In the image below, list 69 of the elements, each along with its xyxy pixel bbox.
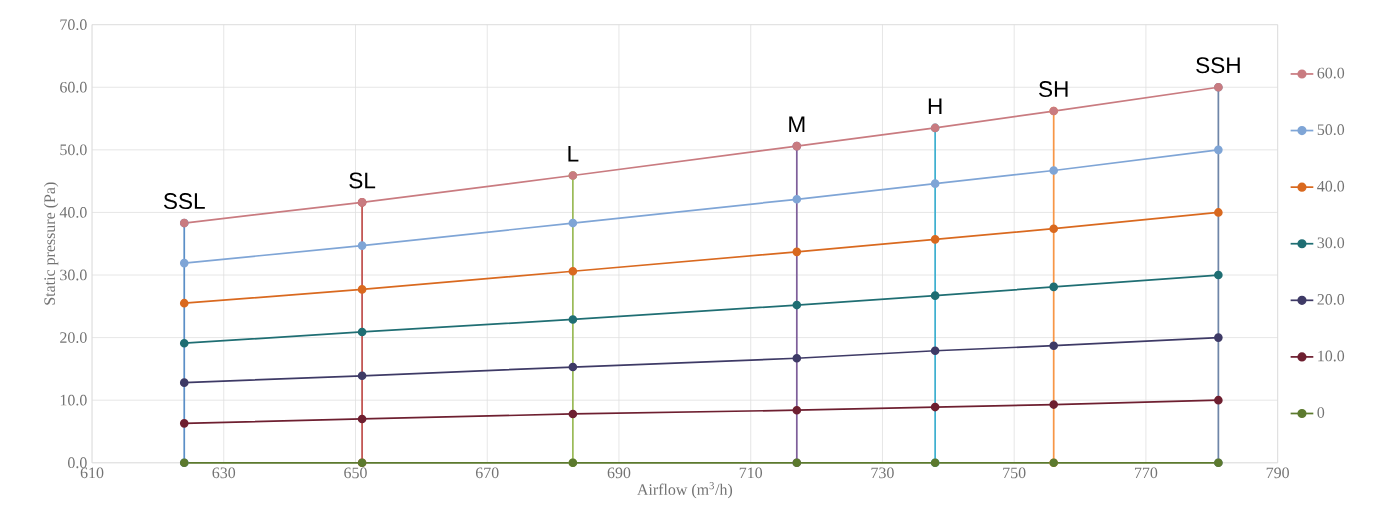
- point: [1049, 341, 1059, 350]
- point: [1214, 145, 1223, 154]
- x-tick-label: 710: [739, 467, 763, 478]
- point: [930, 179, 940, 188]
- x-tick-label: 670: [475, 467, 499, 478]
- point: [1049, 282, 1059, 292]
- x-tick-label: 790: [1266, 467, 1289, 478]
- legend-label: 20.0: [1317, 293, 1345, 305]
- point: [179, 258, 189, 268]
- legend-label: 40.0: [1317, 180, 1345, 192]
- point: [1214, 270, 1223, 280]
- annotation: SL: [349, 172, 376, 189]
- point: [930, 234, 940, 244]
- legend-label: 30.0: [1317, 237, 1345, 249]
- point: [1049, 165, 1059, 175]
- legend-label: 10.0: [1318, 350, 1345, 362]
- point: [930, 402, 940, 412]
- annotation: SH: [1039, 80, 1068, 97]
- point: [357, 284, 367, 294]
- point: [568, 362, 578, 372]
- annotation: SSL: [163, 192, 205, 209]
- x-tick-label: 770: [1134, 467, 1158, 478]
- point: [568, 409, 578, 419]
- y-tick-label: 30.0: [60, 269, 87, 281]
- point: [357, 241, 367, 250]
- point: [179, 298, 189, 308]
- annotation: M: [789, 116, 805, 132]
- y-tick-label: 60.0: [60, 81, 87, 93]
- point: [792, 247, 802, 256]
- y-tick-label: 0.0: [68, 457, 87, 468]
- point: [179, 338, 189, 348]
- point: [357, 371, 367, 380]
- x-tick-label: 730: [871, 467, 894, 478]
- point: [792, 300, 802, 310]
- point: [792, 353, 802, 363]
- y-tick-label: 50.0: [60, 144, 87, 156]
- point: [1049, 224, 1059, 233]
- y-tick-label: 20.0: [60, 331, 87, 343]
- point: [357, 414, 367, 424]
- point: [568, 314, 578, 324]
- point: [179, 418, 189, 428]
- x-tick-label: 750: [1003, 467, 1026, 478]
- point: [357, 327, 367, 337]
- x-tick-label: 610: [80, 467, 104, 478]
- point: [179, 378, 189, 387]
- point: [568, 266, 578, 276]
- point: [930, 291, 940, 300]
- legend-label: 60.0: [1317, 67, 1345, 79]
- x-tick-label: 690: [607, 467, 631, 478]
- point: [1049, 400, 1059, 409]
- legend-label: 0: [1317, 406, 1325, 418]
- point: [1214, 333, 1223, 342]
- x-axis-title: Airflow (m$^{3}$/h): [637, 481, 733, 499]
- point: [1214, 395, 1223, 405]
- annotation: H: [928, 98, 942, 114]
- point: [792, 405, 802, 415]
- y-tick-label: 10.0: [60, 394, 87, 406]
- y-tick-label: 40.0: [59, 206, 87, 218]
- annotation: SSH: [1196, 57, 1240, 74]
- y-axis-title: Static pressure (Pa): [43, 182, 59, 305]
- point: [568, 218, 578, 228]
- y-tick-label: 70.0: [60, 19, 87, 30]
- x-tick-label: 650: [344, 467, 367, 478]
- point: [930, 346, 940, 355]
- legend-label: 50.0: [1317, 124, 1345, 135]
- point: [1214, 207, 1223, 217]
- point: [792, 194, 802, 204]
- annotation: L: [568, 145, 579, 162]
- x-tick-label: 630: [212, 467, 236, 478]
